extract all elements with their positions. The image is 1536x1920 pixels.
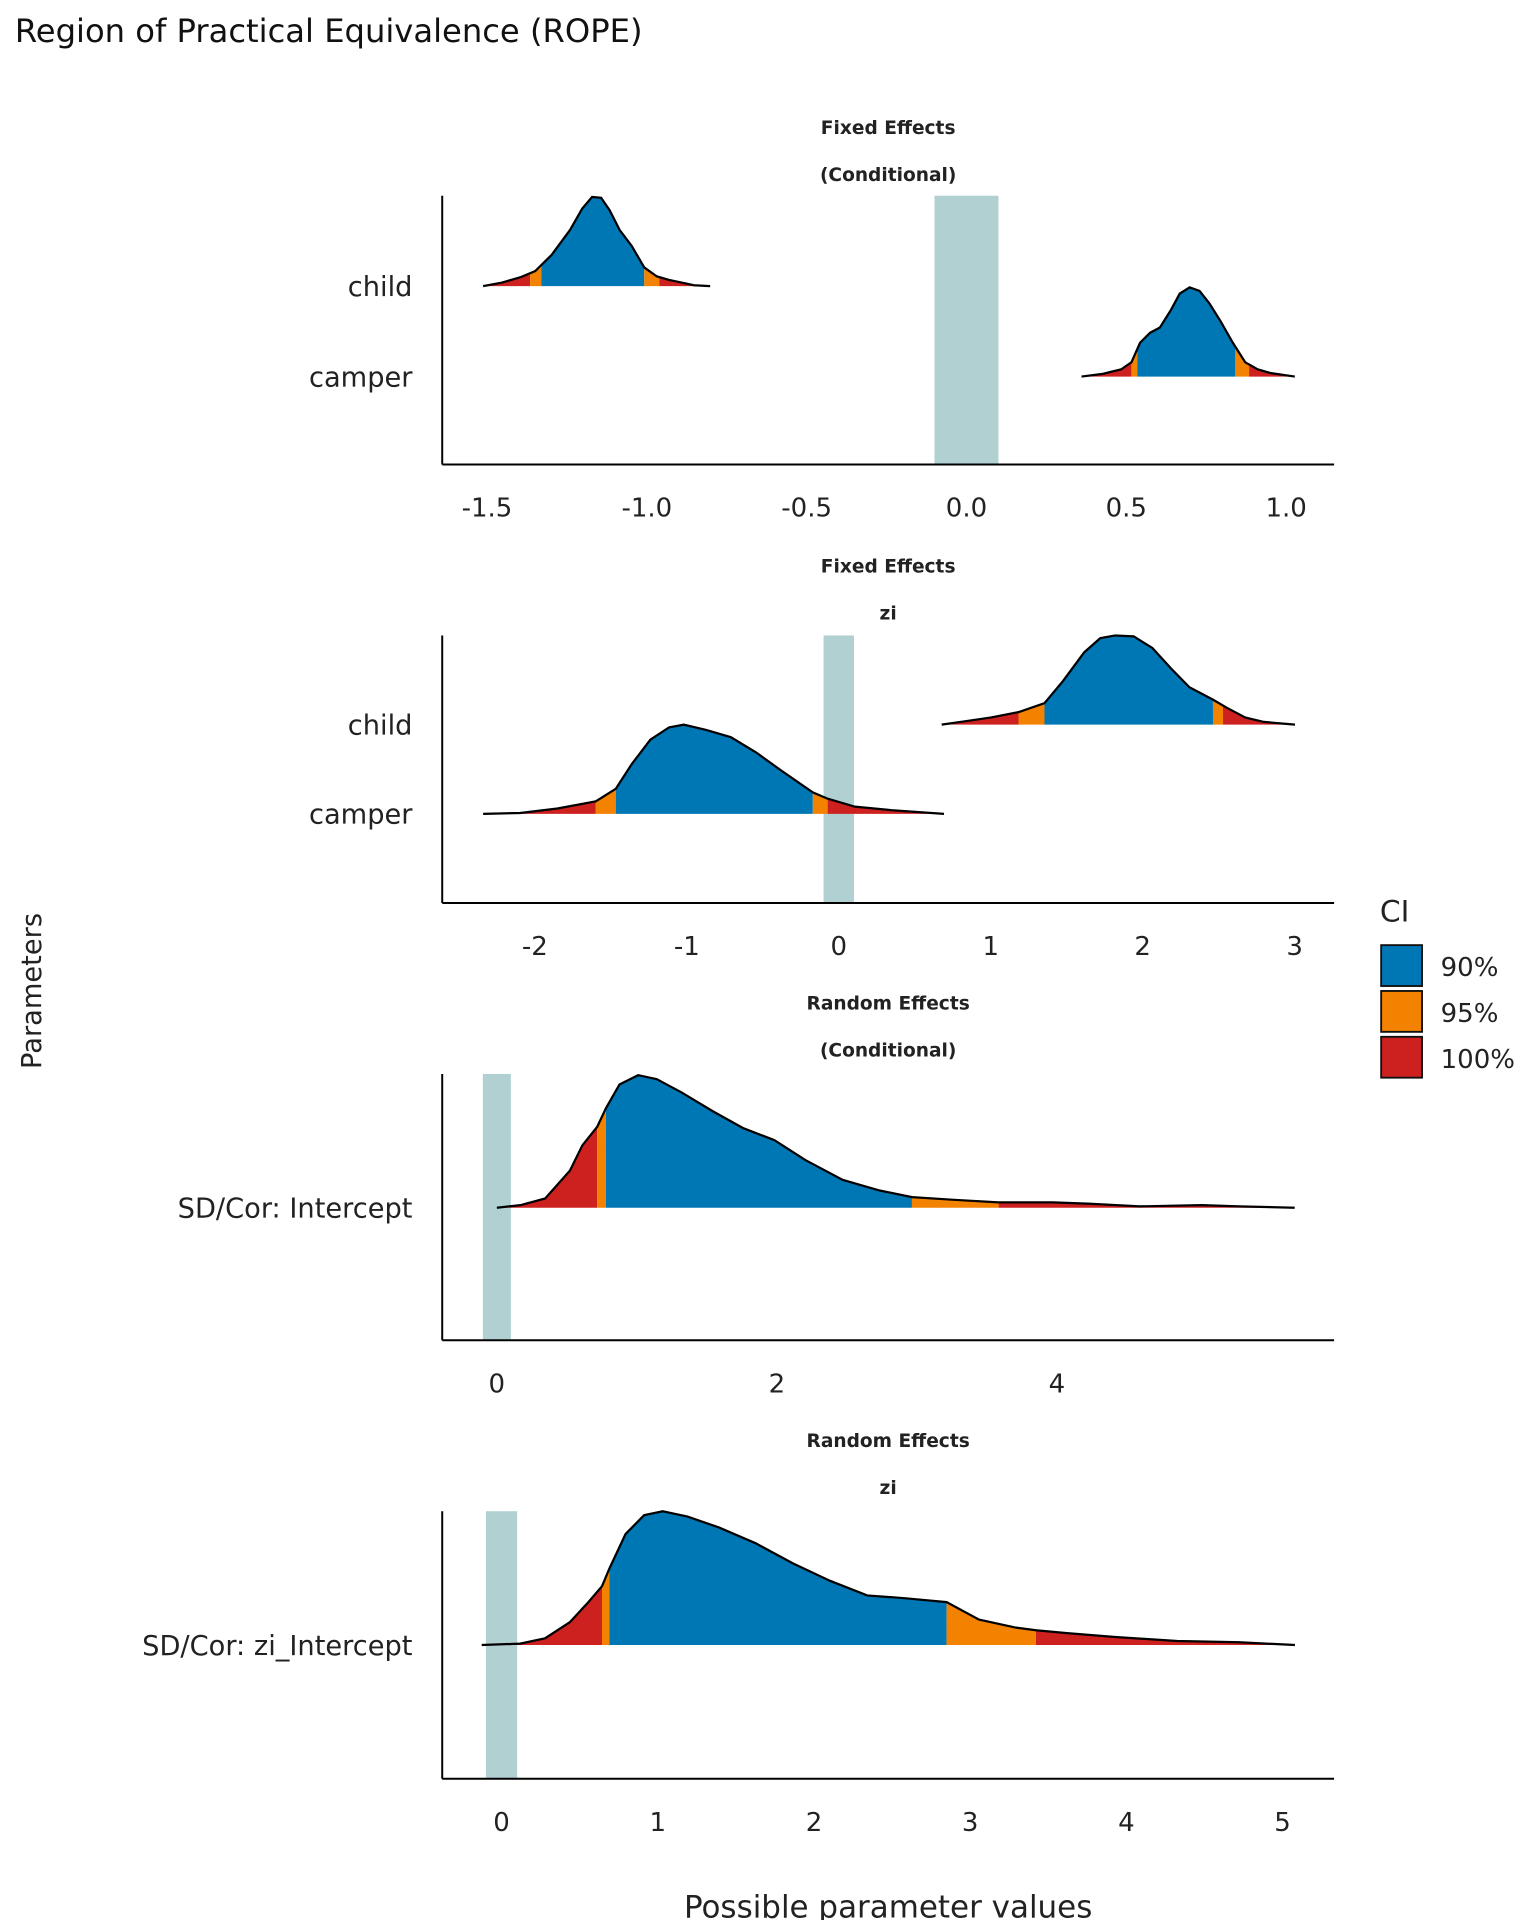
x-tick-label: 4: [1049, 1369, 1066, 1399]
rope-band: [934, 195, 999, 465]
ci-90-area: [541, 196, 645, 287]
ci-90-area: [1044, 635, 1213, 725]
panels: Fixed Effects (Conditional) camper child -1.…: [142, 118, 1335, 1838]
ci-90-area: [615, 724, 813, 814]
x-tick-label: -1.0: [621, 494, 672, 524]
ci-100-left-area: [483, 801, 596, 814]
ci-100-left-area: [496, 1126, 598, 1208]
x-tick-label: 0: [493, 1808, 510, 1838]
legend: CI 90% 95% 100%: [1380, 895, 1515, 1079]
x-tick-label: 0.5: [1106, 494, 1147, 524]
panel-1: Fixed Effects zi camper child -2 -1 0 1 2 3: [309, 556, 1335, 962]
x-tick-label: 1.0: [1265, 494, 1306, 524]
density-outline: [483, 723, 945, 815]
ci-95-right-area: [1235, 346, 1250, 377]
strip-subtitle: zi: [880, 1478, 897, 1499]
y-tick-label: camper: [309, 800, 413, 831]
ci-95-left-area: [1018, 703, 1045, 725]
x-tick-label: 3: [1286, 932, 1303, 962]
legend-title: CI: [1380, 895, 1410, 930]
x-tick-label: 5: [1274, 1808, 1291, 1838]
ci-100-left-area: [483, 273, 531, 287]
rope-band: [823, 635, 854, 904]
x-axis-title: Possible parameter values: [684, 1890, 1092, 1920]
ci-95-right-area: [911, 1197, 999, 1208]
x-tick-label: -1: [674, 932, 700, 962]
ci-95-right-area: [644, 267, 660, 287]
strip-subtitle: (Conditional): [820, 165, 956, 186]
x-tick-label: -2: [522, 932, 548, 962]
y-tick-label: camper: [309, 362, 413, 393]
y-tick-label: child: [348, 272, 413, 303]
x-tick-label: 3: [962, 1808, 979, 1838]
x-tick-label: 2: [1134, 932, 1151, 962]
ci-95-left-area: [602, 1568, 610, 1646]
x-tick-label: 0: [831, 932, 848, 962]
ci-100-left-area: [481, 1586, 603, 1646]
legend-key-100: [1380, 1035, 1423, 1079]
ci-90-area: [1137, 287, 1236, 377]
ci-95-left-area: [595, 788, 616, 814]
ci-95-right-area: [946, 1602, 1036, 1646]
x-tick-label: 2: [769, 1369, 786, 1399]
x-tick-label: 0.0: [946, 494, 987, 524]
ci-100-right-area: [659, 277, 711, 287]
x-tick-label: -0.5: [781, 494, 832, 524]
panel-0: Fixed Effects (Conditional) camper child -1.…: [309, 118, 1335, 524]
y-axis-title: Parameters: [17, 913, 48, 1069]
legend-key-90: [1380, 944, 1423, 987]
density-outline: [481, 1510, 1296, 1647]
chart-title: Region of Practical Equivalence (ROPE): [15, 12, 643, 50]
legend-label-90: 90%: [1441, 953, 1499, 983]
density-outline: [941, 634, 1296, 726]
density-outline: [1081, 286, 1295, 378]
strip-title: Fixed Effects: [821, 556, 956, 577]
x-tick-label: 4: [1118, 1808, 1135, 1838]
legend-label-100: 100%: [1441, 1045, 1515, 1075]
strip-subtitle: (Conditional): [820, 1041, 956, 1062]
ci-90-area: [605, 1075, 912, 1208]
strip-title: Random Effects: [807, 994, 970, 1015]
ci-95-right-area: [1212, 699, 1224, 725]
x-tick-label: 0: [489, 1369, 506, 1399]
strip-title: Fixed Effects: [821, 118, 956, 139]
density-outline: [496, 1074, 1295, 1209]
density-outline: [482, 195, 711, 288]
y-tick-label: SD/Cor: zi_Intercept: [142, 1631, 413, 1662]
x-tick-label: -1.5: [462, 494, 513, 524]
strip-subtitle: zi: [880, 603, 897, 624]
ci-100-right-area: [827, 798, 945, 814]
ci-100-left-area: [941, 712, 1019, 725]
x-tick-label: 1: [982, 932, 999, 962]
ci-95-left-area: [530, 264, 542, 287]
panel-2: Random Effects (Conditional) SD/Cor: Inter…: [178, 994, 1335, 1399]
legend-key-95: [1380, 990, 1423, 1033]
strip-title: Random Effects: [807, 1431, 970, 1452]
ci-100-right-area: [1222, 705, 1295, 725]
ci-100-right-area: [1035, 1630, 1295, 1646]
ci-95-left-area: [597, 1108, 606, 1208]
legend-label-95: 95%: [1441, 999, 1499, 1029]
panel-3: Random Effects zi SD/Cor: zi_Intercept 0 1 2 3…: [142, 1431, 1335, 1838]
y-tick-label: SD/Cor: Intercept: [178, 1194, 413, 1225]
ci-90-area: [609, 1511, 947, 1646]
y-tick-label: child: [348, 711, 413, 742]
x-tick-label: 1: [649, 1808, 666, 1838]
ci-100-right-area: [1249, 364, 1295, 377]
ci-100-left-area: [1081, 362, 1132, 377]
x-tick-label: 2: [806, 1808, 823, 1838]
ci-95-left-area: [1131, 348, 1138, 377]
